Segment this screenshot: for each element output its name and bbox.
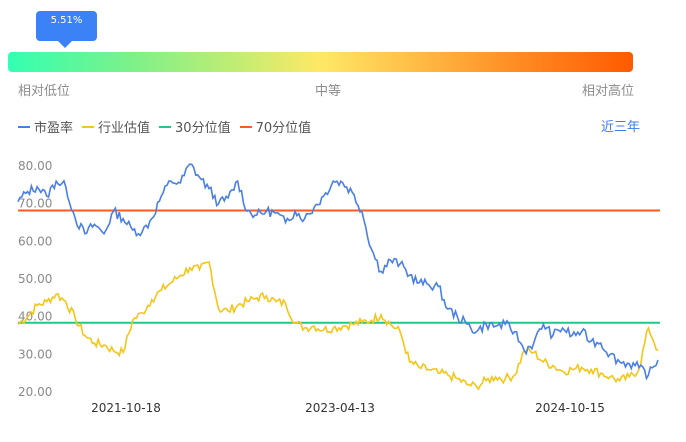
y-tick-label: 30.00	[18, 347, 52, 361]
chart-legend: 市盈率 行业估值 30分位值 70分位值	[18, 117, 320, 136]
legend-item-p30[interactable]: 30分位值	[159, 117, 231, 136]
x-tick-label: 2021-10-18	[91, 401, 161, 415]
gauge-low-label: 相对低位	[18, 84, 71, 99]
y-tick-label: 50.00	[18, 272, 52, 286]
y-tick-label: 20.00	[18, 385, 52, 399]
x-tick-label: 2024-10-15	[535, 401, 605, 415]
y-tick-label: 70.00	[18, 197, 52, 211]
legend-item-pe[interactable]: 市盈率	[18, 117, 73, 136]
gauge-high-label: 相对高位	[582, 84, 635, 99]
gauge-mid-label: 中等	[315, 84, 342, 99]
valuation-gauge-bar	[8, 52, 633, 72]
legend-swatch-industry	[82, 125, 95, 128]
legend-item-p70[interactable]: 70分位值	[239, 117, 311, 136]
legend-swatch-p70	[239, 125, 252, 128]
legend-swatch-pe	[18, 125, 30, 128]
pe-ratio-line	[17, 163, 659, 381]
y-tick-label: 80.00	[18, 159, 52, 173]
y-tick-label: 60.00	[18, 234, 52, 248]
x-tick-label: 2023-04-13	[305, 401, 375, 415]
chart-lines	[17, 163, 660, 391]
industry-valuation-line	[17, 261, 659, 391]
legend-item-industry[interactable]: 行业估值	[82, 117, 150, 136]
legend-swatch-p30	[159, 125, 172, 128]
x-axis: 2021-10-18 2023-04-13 2024-10-15	[91, 401, 605, 415]
gauge-value-label: 5.51%	[50, 15, 83, 26]
period-selector[interactable]: 近三年	[600, 120, 640, 135]
gauge-value-tooltip: 5.51%	[36, 11, 97, 48]
